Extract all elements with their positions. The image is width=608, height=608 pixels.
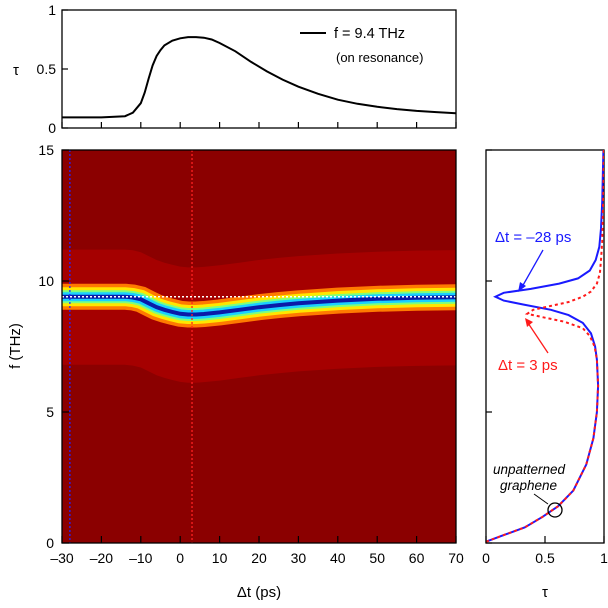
- main-x-tick-label: 60: [409, 550, 425, 566]
- top-y-tick-label: 0.5: [37, 61, 57, 77]
- main-x-tick-label: 10: [212, 550, 228, 566]
- main-x-tick-label: –30: [50, 550, 74, 566]
- graphene-label: graphene: [500, 478, 557, 493]
- main-x-axis-title: Δt (ps): [237, 584, 281, 601]
- main-y-tick-label: 5: [46, 404, 54, 420]
- legend-label: f = 9.4 THz: [334, 26, 405, 42]
- right-x-axis-title: τ: [542, 584, 548, 601]
- blue-annotation-arrow: [521, 249, 544, 288]
- main-x-tick-label: 40: [330, 550, 346, 566]
- legend-red-label: Δt = 3 ps: [498, 357, 558, 374]
- graphene-marker-circle: [547, 502, 563, 518]
- top-y-axis-title: τ: [13, 62, 19, 79]
- right-panel: 0 0.5 1 τ Δt = –28 ps Δt = 3 ps unpatterne…: [482, 149, 608, 601]
- main-x-tick-label: –20: [90, 550, 114, 566]
- main-y-axis-title: f (THz): [7, 323, 24, 369]
- main-x-tick-label: 70: [448, 550, 464, 566]
- right-x-tick-label: 1: [600, 550, 608, 566]
- legend-sublabel: (on resonance): [336, 50, 423, 65]
- top-y-tick-label: 1: [48, 2, 56, 18]
- top-series-line: [62, 36, 456, 119]
- graphene-annotation-pointer: [533, 493, 549, 505]
- main-y-tick-label: 10: [38, 273, 54, 289]
- top-y-tick-label: 0: [48, 120, 56, 136]
- heatmap-ridge-blue: [62, 294, 456, 317]
- main-x-tick-label: 50: [369, 550, 385, 566]
- red-arrowhead: [525, 318, 533, 327]
- main-y-tick-label: 15: [38, 142, 54, 158]
- red-annotation-arrow: [527, 322, 549, 354]
- right-x-tick-label: 0: [482, 550, 490, 566]
- main-x-tick-label: 30: [291, 550, 307, 566]
- unpatterned-label: unpatterned: [493, 462, 566, 477]
- main-x-tick-label: 20: [251, 550, 267, 566]
- main-x-tick-label: –10: [129, 550, 153, 566]
- legend-blue-label: Δt = –28 ps: [495, 229, 571, 246]
- blue-arrowhead: [518, 282, 526, 292]
- right-x-ticks: 0 0.5 1: [482, 536, 608, 566]
- top-panel: 00.51 τ f = 9.4 THz (on resonance): [13, 2, 457, 136]
- top-y-ticks: 00.51: [37, 2, 68, 136]
- main-x-tick-label: 0: [176, 550, 184, 566]
- right-x-tick-label: 0.5: [535, 550, 555, 566]
- main-x-ticks: –30 –20 –10 0 10 20 30 40 50 60 70: [50, 122, 464, 566]
- main-y-tick-label: 0: [46, 535, 54, 551]
